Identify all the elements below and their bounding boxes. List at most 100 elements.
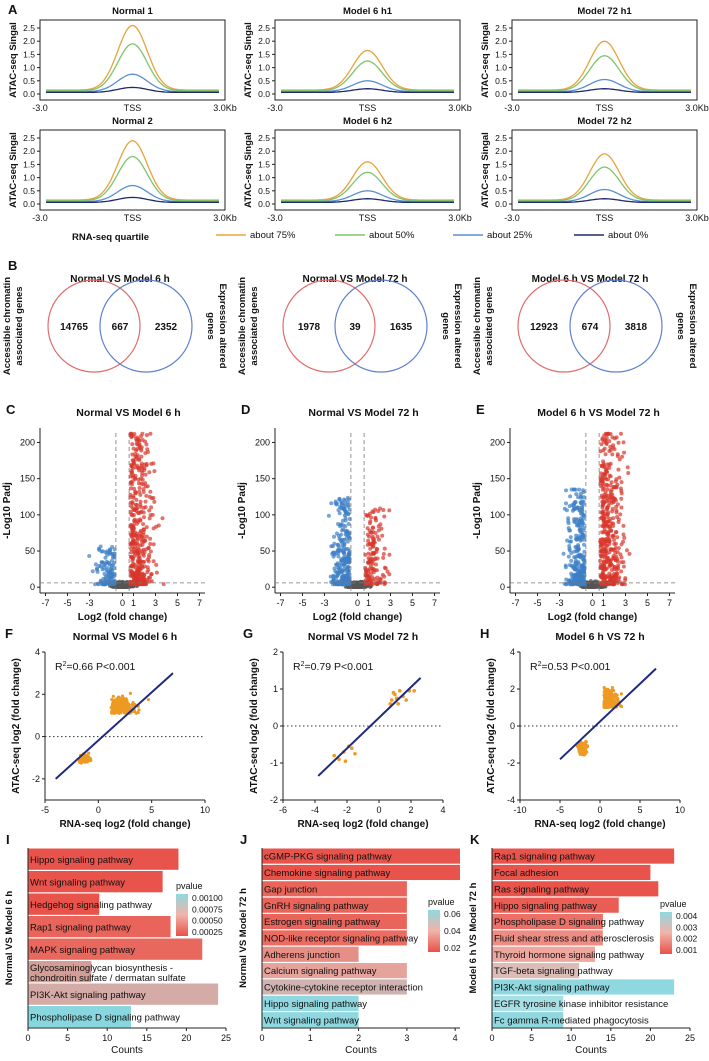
plot-title: Normal 1 xyxy=(112,6,153,17)
profile-line xyxy=(281,80,454,93)
y-axis-label: ATAC-seq Singal xyxy=(480,22,491,98)
volcano-point xyxy=(572,507,577,512)
volcano-point xyxy=(138,530,143,535)
volcano-point xyxy=(381,555,386,560)
volcano-point xyxy=(128,480,133,485)
volcano-point xyxy=(562,581,567,586)
y-tick-label: 1.0 xyxy=(23,173,35,183)
x-axis-label: Counts xyxy=(111,1045,143,1056)
x-tick-label: 3 xyxy=(153,598,158,608)
pathway-bar xyxy=(28,983,219,1005)
volcano-point xyxy=(131,573,136,578)
volcano-point xyxy=(569,487,574,492)
volcano-point xyxy=(334,501,339,506)
volcano-point xyxy=(331,554,336,559)
volcano-point xyxy=(130,442,135,447)
volcano-point xyxy=(619,480,624,485)
y-tick-label: 2 xyxy=(35,689,40,699)
volcano-point xyxy=(144,433,149,438)
tss-profile-plot: Normal 2 0.0 0.5 1.0 1.5 2.0 2.5 -3.0 TSS 3.0Kb AT… xyxy=(8,116,237,223)
x-tick-label: 3.0Kb xyxy=(685,103,709,113)
volcano-point xyxy=(340,569,345,574)
volcano-point xyxy=(381,552,386,557)
volcano-point xyxy=(363,578,368,583)
volcano-point xyxy=(568,494,573,499)
x-tick-label: -7 xyxy=(41,598,49,608)
x-tick-label: 5 xyxy=(410,598,415,608)
pathway-label: Fc gamma R-mediated phagocytosis xyxy=(494,1015,649,1026)
x-tick-label: 15 xyxy=(606,1033,616,1043)
volcano-point xyxy=(602,562,607,567)
scatter-point xyxy=(404,698,409,702)
volcano-point xyxy=(365,574,370,579)
pathway-label: chondroitin sulfate / dermatan sulfate xyxy=(30,973,186,984)
volcano-point xyxy=(109,563,114,568)
volcano-point xyxy=(369,530,374,535)
volcano-point xyxy=(581,516,586,521)
y-tick-label: 2.5 xyxy=(23,133,35,143)
volcano-point xyxy=(143,439,148,444)
venn-left-label: Accessible chromatin xyxy=(237,277,248,375)
volcano-point xyxy=(387,552,392,557)
pathway-bar xyxy=(262,881,407,897)
volcano-point xyxy=(603,472,608,477)
pathway-label: Wnt signaling pathway xyxy=(30,877,125,888)
volcano-point xyxy=(581,534,586,539)
volcano-point xyxy=(134,579,139,584)
volcano-point xyxy=(356,584,360,589)
volcano-point xyxy=(151,526,156,531)
enrichment-bar-chart: K Rap1 signaling pathway Focal adhesion Ras… xyxy=(468,832,698,1056)
volcano-point xyxy=(96,582,101,587)
x-tick-label: -10 xyxy=(513,805,526,815)
volcano-point xyxy=(332,541,337,546)
volcano-point xyxy=(612,541,617,546)
pathway-bar xyxy=(28,1006,131,1028)
x-tick-label: -5 xyxy=(556,805,564,815)
volcano-point xyxy=(603,431,608,436)
pvalue-colorbar xyxy=(176,894,188,936)
volcano-point xyxy=(578,574,583,579)
y-tick-label: 1 xyxy=(273,684,278,694)
volcano-point xyxy=(605,532,610,537)
volcano-point xyxy=(599,549,604,554)
volcano-point xyxy=(572,577,577,582)
volcano-point xyxy=(154,570,159,575)
venn-left-count: 1978 xyxy=(298,322,321,333)
volcano-point xyxy=(609,488,614,493)
volcano-point xyxy=(600,437,605,442)
volcano-point xyxy=(617,457,622,462)
volcano-point xyxy=(326,513,331,518)
volcano-point xyxy=(160,516,165,521)
volcano-point xyxy=(611,576,616,581)
volcano-point xyxy=(621,532,626,537)
volcano-point xyxy=(343,515,348,520)
scatter-point xyxy=(388,702,393,706)
scatter-point xyxy=(85,755,89,759)
venn-overlap-count: 674 xyxy=(582,322,599,333)
y-tick-label: 0 xyxy=(35,732,40,742)
volcano-point xyxy=(375,534,380,539)
y-tick-label: 0.5 xyxy=(23,186,35,196)
profile-line xyxy=(518,188,691,203)
volcano-point xyxy=(576,523,581,528)
pathway-bar xyxy=(28,916,171,938)
x-tick-label: 10 xyxy=(566,1033,576,1043)
panel-label: C xyxy=(6,402,16,417)
volcano-point xyxy=(90,569,95,574)
scatter-point xyxy=(128,691,132,695)
scatter-point xyxy=(126,702,130,706)
volcano-point xyxy=(574,567,579,572)
pathway-label: Fluid shear stress and atherosclerosis xyxy=(494,934,654,945)
x-tick-label: 0 xyxy=(96,805,101,815)
volcano-point xyxy=(147,552,152,557)
venn-overlap-count: 667 xyxy=(112,322,129,333)
legend-label: about 75% xyxy=(250,230,296,241)
volcano-point xyxy=(334,562,339,567)
volcano-point xyxy=(598,581,603,586)
x-tick-label: -5 xyxy=(298,598,306,608)
plot-title: Normal 2 xyxy=(112,116,153,127)
volcano-point xyxy=(135,453,140,458)
y-tick-label: -2 xyxy=(32,774,40,784)
pathway-bar xyxy=(262,963,407,979)
